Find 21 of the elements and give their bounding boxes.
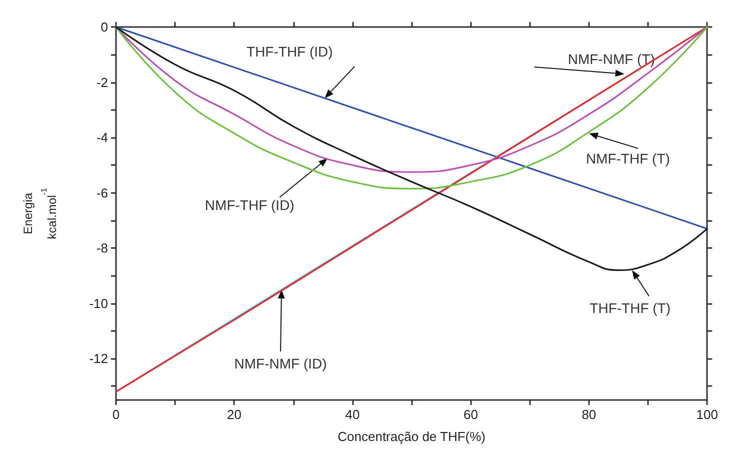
y-tick-label: -12 bbox=[89, 351, 108, 366]
x-tick-label: 0 bbox=[112, 407, 120, 422]
annotation: NMF-NMF (T) bbox=[568, 50, 655, 67]
y-tick-label: -2 bbox=[96, 74, 108, 90]
x-tick-label: 100 bbox=[696, 407, 718, 422]
x-tick-label: 40 bbox=[345, 407, 360, 422]
x-tick-label: 80 bbox=[582, 407, 596, 422]
x-axis-title: Concentração de THF(%) bbox=[338, 429, 486, 444]
x-tick-label: 60 bbox=[463, 407, 478, 422]
annotation: THF-THF (T) bbox=[590, 300, 671, 316]
annotation: THF-THF (ID) bbox=[246, 43, 333, 60]
y-tick-label: -10 bbox=[89, 296, 108, 311]
y-tick-label: -6 bbox=[96, 185, 108, 200]
y-tick-label: -8 bbox=[96, 240, 108, 256]
y-tick-label: -4 bbox=[96, 130, 108, 146]
y-tick-label: 0 bbox=[100, 20, 108, 34]
annotation: NMF-THF (T) bbox=[586, 150, 670, 166]
annotation: NMF-THF (ID) bbox=[204, 197, 294, 214]
annotation: NMF-NMF (ID) bbox=[234, 355, 327, 372]
y-axis-title: Energia kcal.mol-1 bbox=[21, 187, 59, 240]
x-tick-label: 20 bbox=[226, 407, 242, 422]
